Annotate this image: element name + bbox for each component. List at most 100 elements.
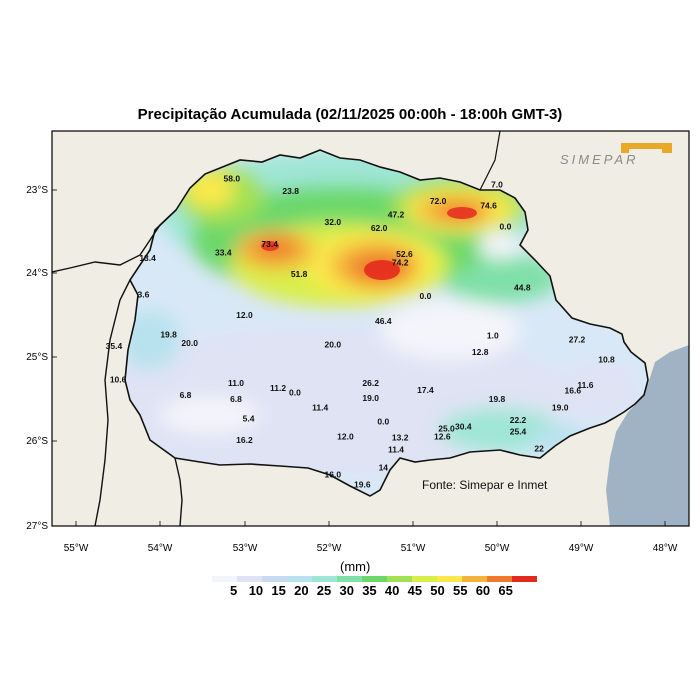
station-value: 32.0: [325, 217, 342, 227]
lon-tick-label: 51°W: [401, 543, 426, 554]
station-value: 25.0: [438, 423, 455, 433]
station-value: 19.0: [552, 402, 569, 412]
color-scale-ticks: 5 10 15 20 25 30 35 40 45 50 55 60 65: [0, 583, 700, 601]
station-value: 46.4: [375, 316, 392, 326]
station-value: 74.6: [480, 200, 497, 210]
legend-swatch: [212, 576, 237, 582]
station-value: 10.6: [110, 375, 127, 385]
svg-text:SIMEPAR: SIMEPAR: [560, 152, 639, 167]
station-value: 0.0: [499, 221, 511, 231]
station-value: 13.4: [139, 253, 156, 263]
color-scale-bar: [212, 576, 537, 582]
station-value: 5.4: [243, 413, 255, 423]
legend-swatch: [362, 576, 387, 582]
station-value: 19.8: [160, 330, 177, 340]
station-value: 11.4: [312, 402, 328, 412]
legend-tick-label: 15: [271, 583, 286, 598]
legend-tick-label: 55: [453, 583, 468, 598]
station-value: 30.4: [455, 422, 472, 432]
data-source-credit: Fonte: Simepar e Inmet: [422, 478, 548, 492]
station-value: 19.6: [354, 480, 371, 490]
legend-swatch: [237, 576, 262, 582]
station-value: 25.4: [510, 427, 527, 437]
station-value: 26.2: [362, 378, 379, 388]
lon-tick-label: 52°W: [317, 543, 342, 554]
lat-tick-label: 26°S: [26, 436, 48, 447]
station-value: 51.8: [291, 269, 308, 279]
station-value: 3.6: [137, 289, 149, 299]
lon-tick-label: 55°W: [64, 543, 89, 554]
station-value: 11.4: [388, 444, 404, 454]
border-argentina: [174, 457, 183, 526]
lat-tick-label: 25°S: [26, 352, 48, 363]
legend-tick-label: 45: [407, 583, 423, 598]
station-value: 12.0: [236, 310, 253, 320]
station-value: 74.2: [392, 257, 409, 267]
station-value: 35.4: [106, 341, 123, 351]
station-value: 13.2: [392, 433, 409, 443]
legend-tick-label: 30: [339, 583, 354, 598]
station-value: 16.6: [565, 386, 582, 396]
station-value: 10.8: [598, 355, 615, 365]
station-value: 22: [534, 444, 544, 454]
legend-swatch: [287, 576, 312, 582]
latitude-labels: 23°S 24°S 25°S 26°S 27°S: [26, 185, 48, 532]
lon-tick-label: 49°W: [569, 543, 594, 554]
station-values: 58.0 23.8 7.0 72.0 74.6 47.2 32.0 62.0 0.0 73.4 33…: [106, 174, 615, 490]
station-value: 1.0: [487, 330, 499, 340]
legend-swatch: [437, 576, 462, 582]
precipitation-field: [125, 150, 648, 496]
station-value: 27.2: [569, 335, 586, 345]
simepar-logo: SIMEPAR: [560, 143, 672, 167]
lat-tick-label: 24°S: [26, 268, 48, 279]
legend-tick-label: 60: [475, 583, 491, 598]
graticule: [52, 189, 666, 526]
station-value: 73.4: [261, 239, 278, 249]
station-value: 14: [379, 463, 389, 473]
lat-tick-label: 23°S: [26, 185, 48, 196]
map-frame: [51, 130, 690, 527]
legend-tick-label: 40: [384, 583, 400, 598]
station-value: 58.0: [224, 174, 241, 184]
station-value: 16.0: [325, 469, 342, 479]
legend-tick-label: 25: [316, 583, 332, 598]
legend-tick-label: 10: [248, 583, 264, 598]
station-value: 52.6: [396, 249, 413, 259]
legend-swatch: [337, 576, 362, 582]
station-value: 23.8: [282, 186, 299, 196]
border-mato-grosso-do-sul: [52, 209, 177, 273]
station-value: 20.0: [181, 338, 198, 348]
station-value: 7.0: [491, 180, 503, 190]
station-value: 62.0: [371, 223, 388, 233]
station-value: 17.4: [417, 385, 434, 395]
state-border-parana: [124, 149, 649, 497]
legend-tick-label: 5: [230, 583, 238, 598]
legend-swatch: [412, 576, 437, 582]
station-value: 44.8: [514, 283, 531, 293]
legend-swatch: [387, 576, 412, 582]
station-value: 22.2: [510, 415, 527, 425]
station-value: 12.8: [472, 347, 489, 357]
station-value: 47.2: [388, 210, 405, 220]
station-value: 11.0: [228, 378, 244, 388]
station-value: 11.2: [270, 383, 286, 393]
longitude-labels: 55°W 54°W 53°W 52°W 51°W 50°W 49°W 48°W: [64, 543, 678, 554]
station-value: 0.0: [377, 417, 389, 427]
map-title: Precipitação Acumulada (02/11/2025 00:00…: [137, 106, 563, 123]
station-value: 6.8: [230, 394, 242, 404]
legend-tick-label: 50: [430, 583, 445, 598]
station-value: 20.0: [325, 340, 342, 350]
station-value: 72.0: [430, 196, 447, 206]
station-value: 33.4: [215, 247, 232, 257]
lat-tick-label: 27°S: [26, 521, 48, 532]
station-value: 12.0: [337, 432, 354, 442]
legend-tick-label: 65: [498, 583, 513, 598]
station-value: 0.0: [289, 387, 301, 397]
legend-swatch: [312, 576, 337, 582]
lon-tick-label: 54°W: [148, 543, 173, 554]
station-value: 16.2: [236, 435, 253, 445]
legend-unit-label: (mm): [340, 559, 371, 574]
legend-tick-label: 20: [294, 583, 309, 598]
legend-swatch: [462, 576, 487, 582]
